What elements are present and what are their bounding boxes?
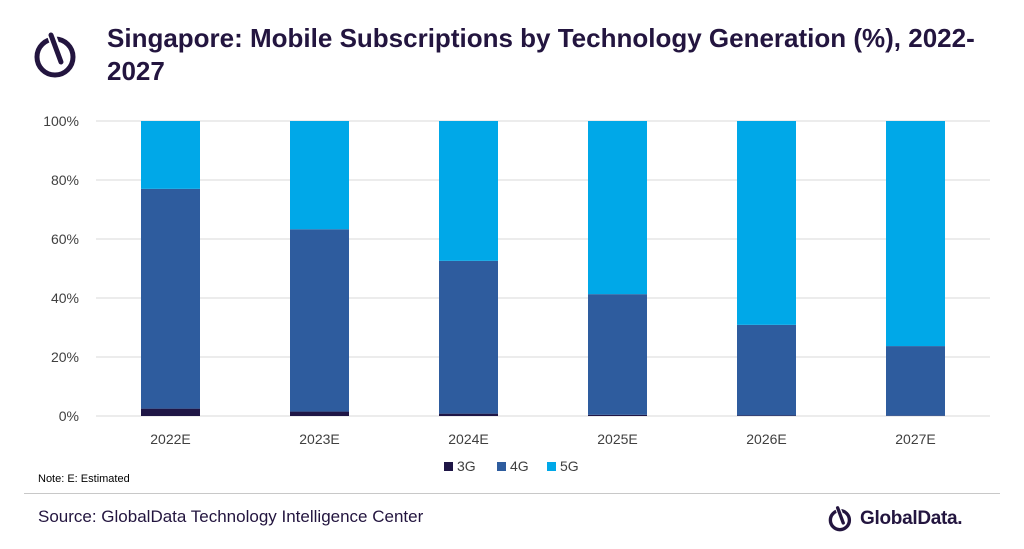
bar-segment-3g bbox=[439, 413, 498, 416]
legend-swatch-5g bbox=[547, 462, 556, 471]
y-tick-label: 100% bbox=[43, 113, 79, 129]
bar-segment-3g bbox=[290, 411, 349, 416]
y-tick-label: 0% bbox=[59, 408, 79, 424]
bars bbox=[141, 121, 945, 416]
bar-segment-5g bbox=[141, 121, 200, 189]
x-tick-label: 2023E bbox=[299, 431, 339, 447]
bar-segment-4g bbox=[439, 260, 498, 414]
legend-label: 4G bbox=[510, 458, 529, 474]
y-axis-ticks: 0% 20% 40% 60% 80% 100% bbox=[43, 113, 79, 424]
bar-segment-3g bbox=[141, 408, 200, 416]
legend-label: 3G bbox=[457, 458, 476, 474]
bar-segment-3g bbox=[737, 415, 796, 416]
bar-segment-4g bbox=[290, 229, 349, 412]
chart-title: Singapore: Mobile Subscriptions by Techn… bbox=[107, 23, 975, 86]
x-axis-ticks: 2022E 2023E 2024E 2025E 2026E 2027E bbox=[150, 431, 935, 447]
y-tick-label: 60% bbox=[51, 231, 79, 247]
bar-segment-3g bbox=[588, 414, 647, 416]
x-tick-label: 2027E bbox=[895, 431, 935, 447]
note-text: Note: E: Estimated bbox=[38, 473, 130, 485]
legend-swatch-3g bbox=[444, 462, 453, 471]
bar-segment-4g bbox=[886, 346, 945, 416]
bar-segment-4g bbox=[737, 324, 796, 416]
legend: 3G 4G 5G bbox=[444, 458, 579, 474]
bar-segment-5g bbox=[886, 121, 945, 347]
x-tick-label: 2022E bbox=[150, 431, 190, 447]
x-tick-label: 2024E bbox=[448, 431, 488, 447]
bar-segment-5g bbox=[737, 121, 796, 325]
globaldata-small-logo-icon bbox=[828, 506, 852, 532]
globaldata-logo-icon bbox=[34, 30, 80, 80]
source-text: Source: GlobalData Technology Intelligen… bbox=[38, 507, 424, 526]
bar-segment-5g bbox=[290, 121, 349, 230]
y-tick-label: 40% bbox=[51, 290, 79, 306]
brand-logo: GlobalData. bbox=[828, 505, 963, 533]
x-tick-label: 2025E bbox=[597, 431, 637, 447]
legend-label: 5G bbox=[560, 458, 579, 474]
bar-segment-4g bbox=[141, 188, 200, 409]
y-tick-label: 80% bbox=[51, 172, 79, 188]
brand-name: GlobalData. bbox=[860, 508, 963, 529]
footer-divider bbox=[24, 493, 1000, 494]
legend-swatch-4g bbox=[497, 462, 506, 471]
bar-segment-4g bbox=[588, 294, 647, 415]
x-tick-label: 2026E bbox=[746, 431, 786, 447]
y-tick-label: 20% bbox=[51, 349, 79, 365]
bar-segment-5g bbox=[588, 121, 647, 295]
bar-segment-5g bbox=[439, 121, 498, 261]
gridlines bbox=[96, 120, 990, 417]
